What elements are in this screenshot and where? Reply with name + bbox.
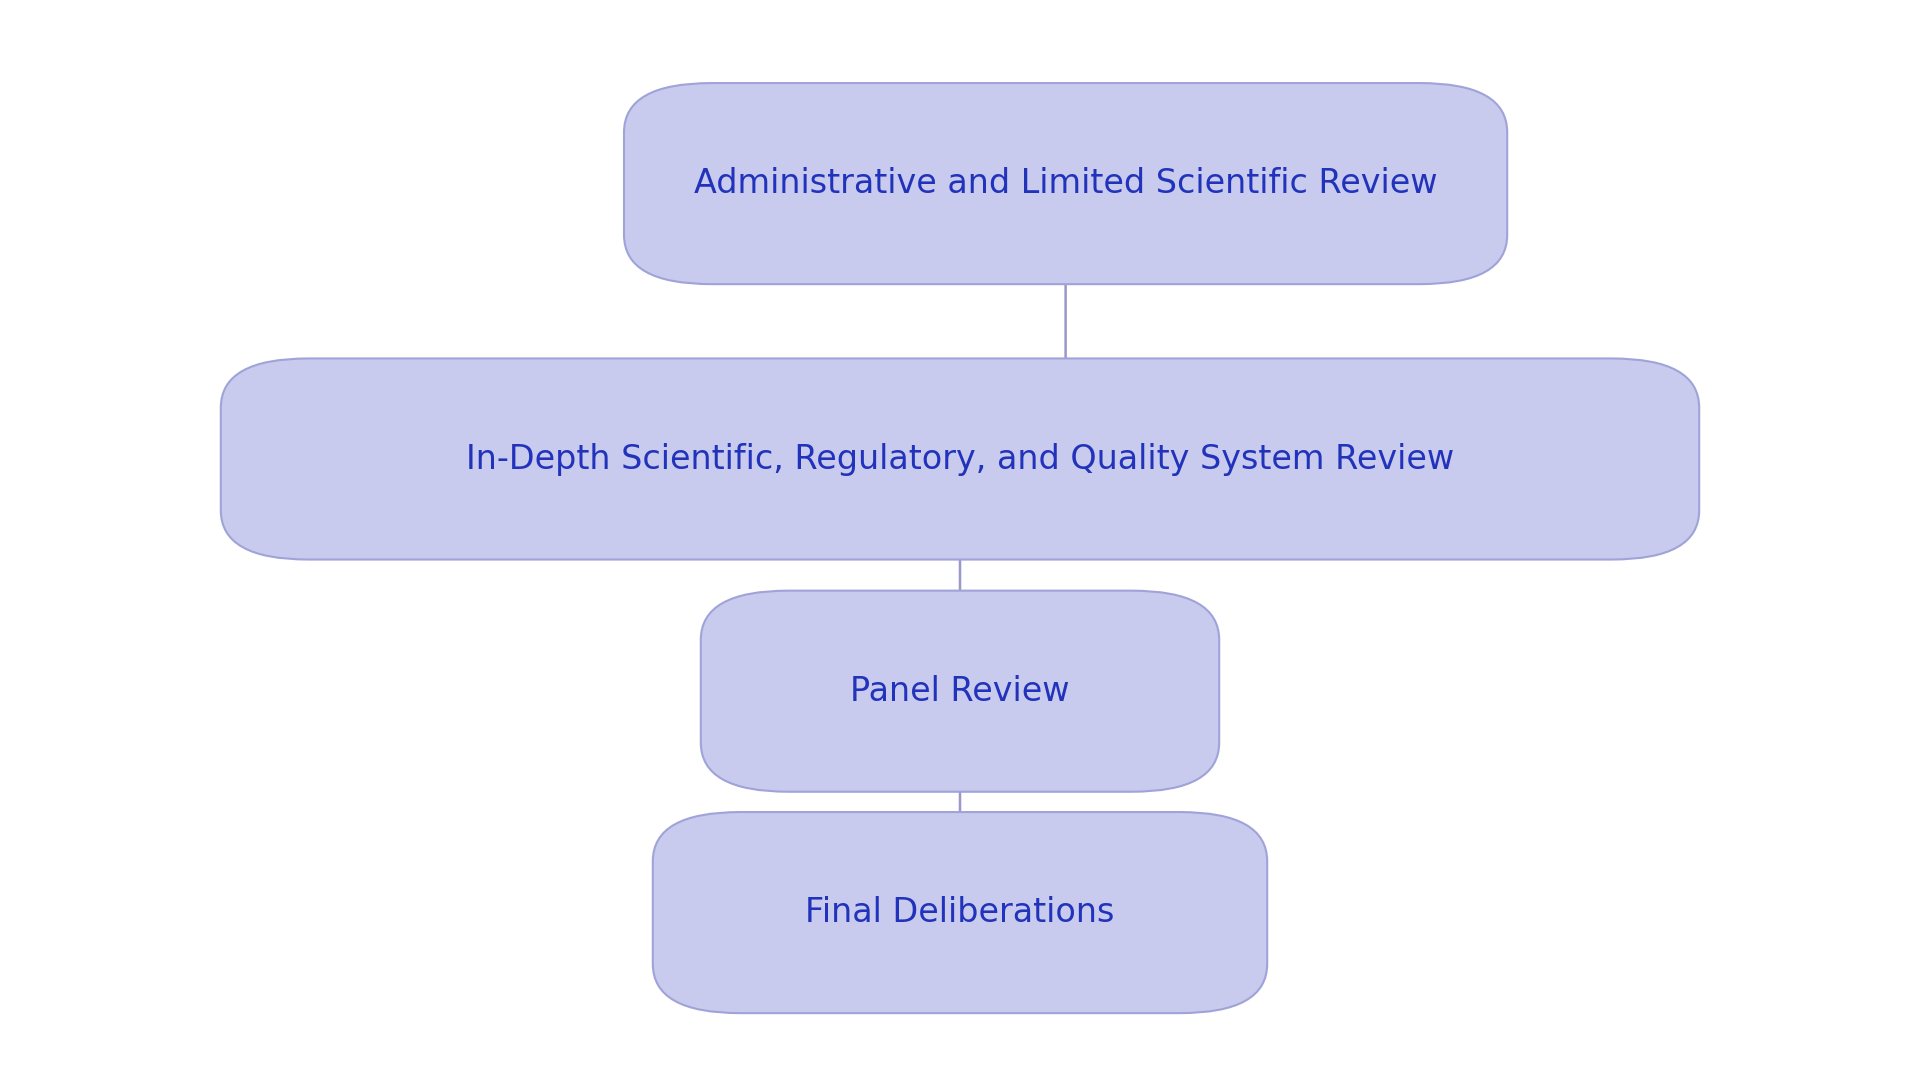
Text: Panel Review: Panel Review <box>851 675 1069 707</box>
FancyBboxPatch shape <box>221 359 1699 559</box>
Text: Final Deliberations: Final Deliberations <box>804 896 1116 929</box>
FancyBboxPatch shape <box>701 591 1219 792</box>
Text: Administrative and Limited Scientific Review: Administrative and Limited Scientific Re… <box>693 167 1438 200</box>
FancyBboxPatch shape <box>624 83 1507 284</box>
Text: In-Depth Scientific, Regulatory, and Quality System Review: In-Depth Scientific, Regulatory, and Qua… <box>467 443 1453 475</box>
FancyBboxPatch shape <box>653 812 1267 1013</box>
